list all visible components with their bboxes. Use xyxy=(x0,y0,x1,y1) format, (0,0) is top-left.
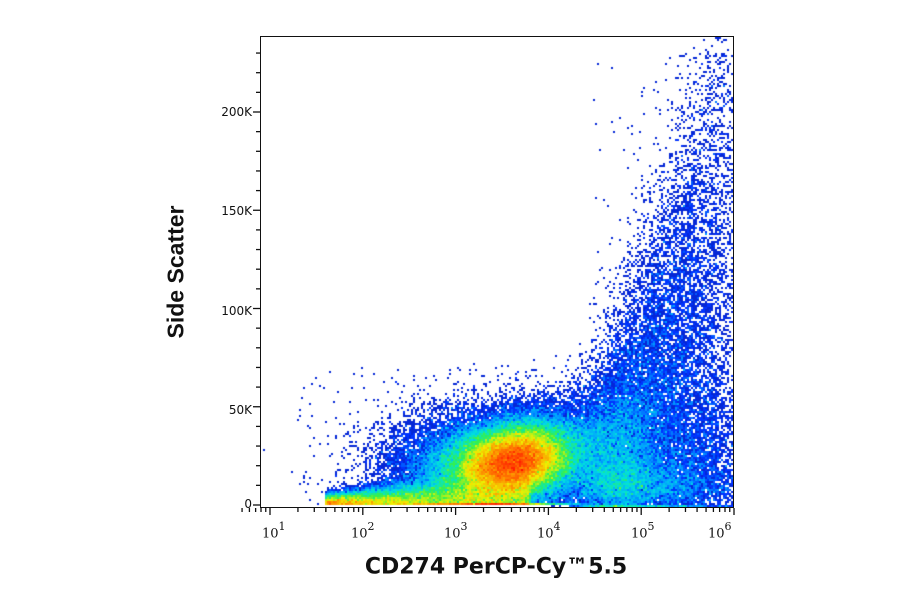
x-tick-label-10-1: 101 xyxy=(262,520,286,542)
x-tick-label-10-3: 103 xyxy=(444,520,468,542)
x-axis-title: CD274 PerCP-Cy™5.5 xyxy=(364,554,628,580)
density-scatter-plot xyxy=(261,37,733,507)
y-axis-ticks xyxy=(253,52,260,506)
y-tick-label-50k: 50K xyxy=(228,403,252,417)
y-tick-label-0: 0 xyxy=(244,497,252,511)
x-axis-ticks xyxy=(241,508,735,515)
y-tick-label-200k: 200K xyxy=(221,105,252,119)
x-tick-label-10-5: 105 xyxy=(631,520,655,542)
y-tick-label-100k: 100K xyxy=(221,304,252,318)
y-tick-label-150k: 150K xyxy=(221,204,252,218)
y-axis-title: Side Scatter xyxy=(162,205,189,339)
x-tick-label-10-6: 106 xyxy=(708,520,732,542)
x-tick-label-10-2: 102 xyxy=(351,520,375,542)
x-tick-label-10-4: 104 xyxy=(537,520,561,542)
